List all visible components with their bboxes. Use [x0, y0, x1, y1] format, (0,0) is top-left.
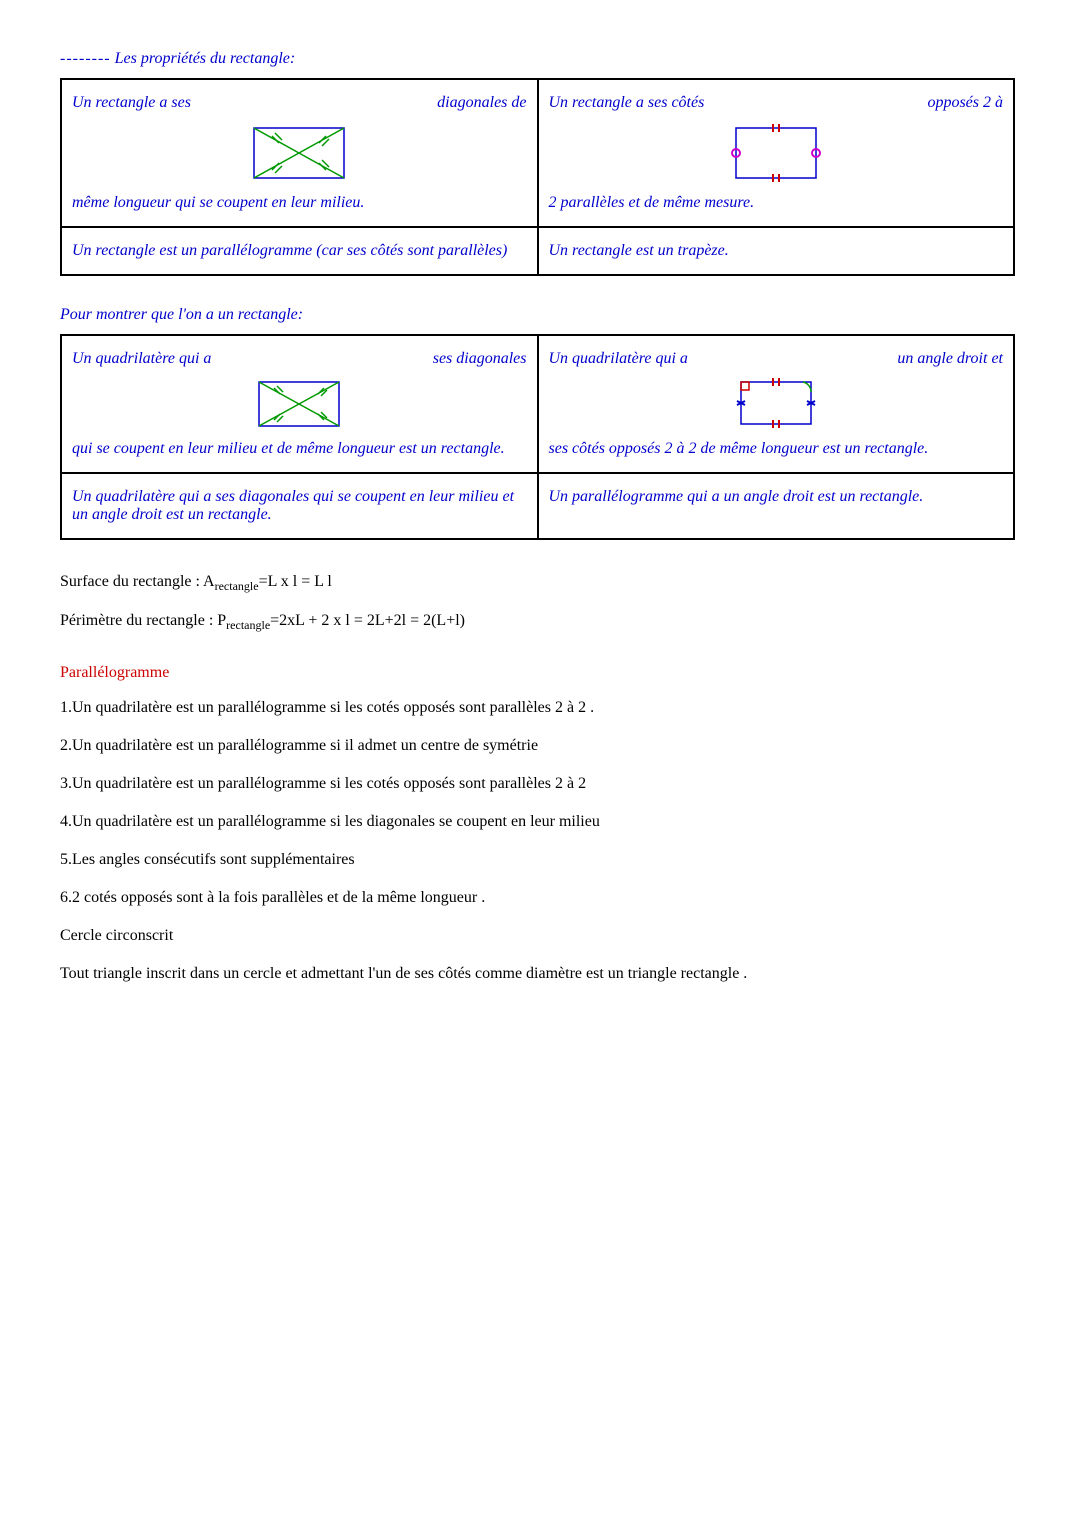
para-item-5: 5.Les angles consécutifs sont supplément… — [60, 848, 1015, 872]
t2r1c2-pre: Un quadrilatère qui a — [549, 350, 688, 368]
surface-formula: Surface du rectangle : Arectangle=L x l … — [60, 570, 1015, 595]
t1r1c2-bottom: 2 parallèles et de même mesure. — [549, 194, 1004, 212]
t2r1c1-pre: Un quadrilatère qui a — [72, 350, 211, 368]
perim-label: Périmètre du rectangle : P — [60, 612, 226, 629]
section1-title: -------- Les propriétés du rectangle: — [60, 50, 1015, 68]
properties-table-2: Un quadrilatère qui a ses diagonales qui… — [60, 334, 1015, 540]
t1r1c1-pre: Un rectangle a ses — [72, 94, 191, 112]
dashes: -------- — [60, 50, 111, 67]
para-item-3: 3.Un quadrilatère est un parallélogramme… — [60, 772, 1015, 796]
t1r1c2-post: opposés 2 à — [927, 94, 1003, 112]
para-item-6: 6.2 cotés opposés sont à la fois parallè… — [60, 886, 1015, 910]
surface-rest: =L x l = L l — [259, 573, 332, 590]
cercle-text: Tout triangle inscrit dans un cercle et … — [60, 962, 1015, 986]
t2-r1-c1: Un quadrilatère qui a ses diagonales qui… — [61, 335, 538, 473]
properties-table-1: Un rectangle a ses diagonales de même lo… — [60, 78, 1015, 276]
surface-label: Surface du rectangle : A — [60, 573, 215, 590]
section1-title-text: Les propriétés du rectangle: — [115, 50, 296, 67]
t2-r2-c2: Un parallélogramme qui a un angle droit … — [538, 473, 1015, 539]
t1-r2-c1: Un rectangle est un parallélogramme (car… — [61, 227, 538, 275]
perim-rest: =2xL + 2 x l = 2L+2l = 2(L+l) — [270, 612, 465, 629]
perimeter-formula: Périmètre du rectangle : Prectangle=2xL … — [60, 609, 1015, 634]
t2r1c2-bottom: ses côtés opposés 2 à 2 de même longueur… — [549, 440, 1004, 458]
quad-diagonals-icon — [244, 374, 354, 434]
t2-r1-c2: Un quadrilatère qui a un angle droit et … — [538, 335, 1015, 473]
rectangle-sides-icon — [716, 118, 836, 188]
t1r1c1-post: diagonales de — [437, 94, 526, 112]
para-item-1: 1.Un quadrilatère est un parallélogramme… — [60, 696, 1015, 720]
para-item-2: 2.Un quadrilatère est un parallélogramme… — [60, 734, 1015, 758]
t2r1c1-post: ses diagonales — [433, 350, 527, 368]
t2-r2-c1: Un quadrilatère qui a ses diagonales qui… — [61, 473, 538, 539]
t2r1c1-bottom: qui se coupent en leur milieu et de même… — [72, 440, 527, 458]
t1-r1-c1: Un rectangle a ses diagonales de même lo… — [61, 79, 538, 227]
surface-sub: rectangle — [215, 579, 259, 593]
para-item-4: 4.Un quadrilatère est un parallélogramme… — [60, 810, 1015, 834]
perim-sub: rectangle — [226, 618, 270, 632]
t1r1c2-pre: Un rectangle a ses côtés — [549, 94, 705, 112]
rectangle-diagonals-icon — [239, 118, 359, 188]
cercle-title: Cercle circonscrit — [60, 924, 1015, 948]
t1r1c1-bottom: même longueur qui se coupent en leur mil… — [72, 194, 527, 212]
t1-r1-c2: Un rectangle a ses côtés opposés 2 à 2 p… — [538, 79, 1015, 227]
parallelogramme-heading: Parallélogramme — [60, 664, 1015, 682]
section2-title: Pour montrer que l'on a un rectangle: — [60, 306, 1015, 324]
t1-r2-c2: Un rectangle est un trapèze. — [538, 227, 1015, 275]
quad-right-angle-icon — [721, 374, 831, 434]
t2r1c2-post: un angle droit et — [897, 350, 1003, 368]
